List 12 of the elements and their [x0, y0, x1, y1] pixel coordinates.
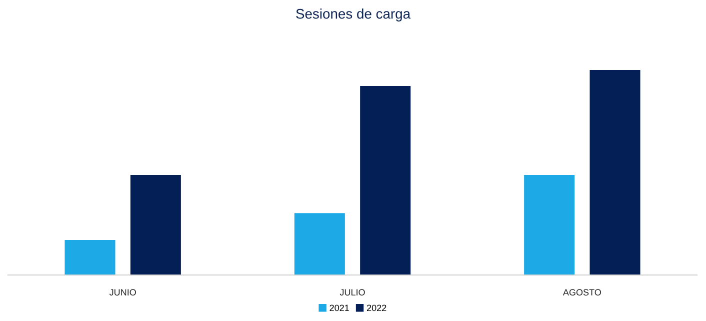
- legend-label: 2021: [330, 304, 349, 312]
- bar: [64, 240, 116, 275]
- bar: [524, 174, 575, 275]
- bar: [294, 213, 345, 275]
- x-tick-label: AGOSTO: [562, 289, 601, 296]
- legend-label: 2022: [366, 304, 386, 312]
- bar: [130, 174, 181, 275]
- chart-title: Sesiones de carga: [296, 8, 411, 22]
- bar: [590, 70, 640, 275]
- bar: [360, 86, 411, 275]
- x-tick-label: JUNIO: [109, 289, 136, 296]
- x-tick-label: JULIO: [340, 289, 365, 296]
